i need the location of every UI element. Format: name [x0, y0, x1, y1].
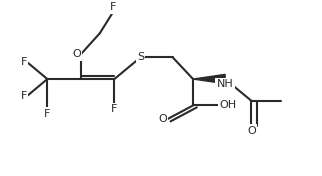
Text: F: F	[110, 2, 116, 12]
Text: NH: NH	[217, 79, 233, 89]
Text: F: F	[21, 57, 27, 67]
Text: OH: OH	[219, 100, 236, 111]
Text: O: O	[247, 126, 256, 136]
Text: F: F	[111, 104, 118, 114]
Text: F: F	[44, 109, 51, 119]
Text: O: O	[158, 114, 167, 124]
Text: F: F	[21, 91, 27, 101]
Polygon shape	[193, 74, 225, 84]
Text: O: O	[72, 49, 81, 59]
Text: S: S	[137, 52, 144, 62]
